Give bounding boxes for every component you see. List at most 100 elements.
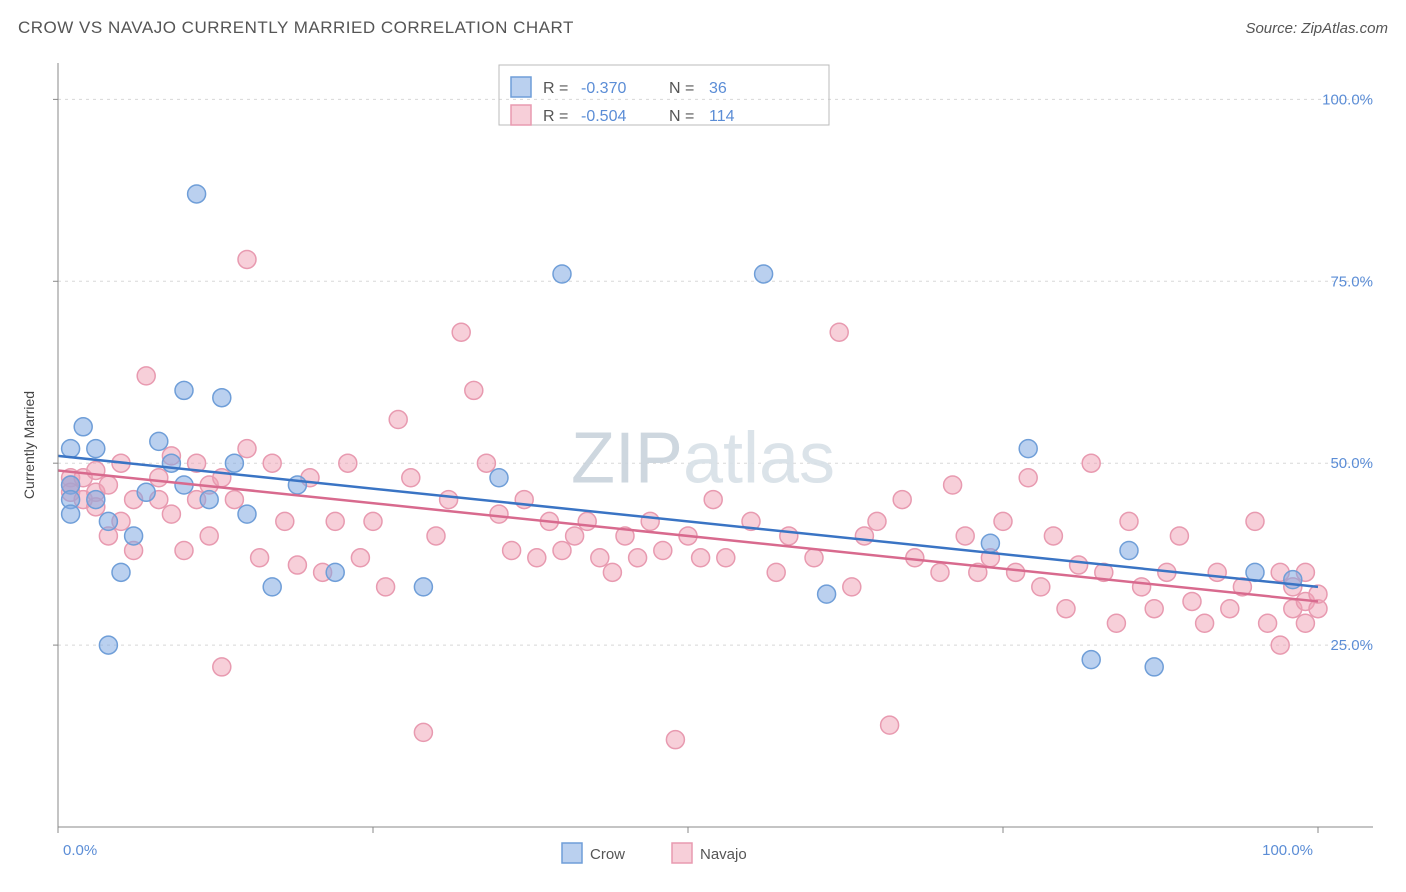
legend-r-label: R = bbox=[543, 80, 568, 97]
x-tick-label: 100.0% bbox=[1262, 842, 1313, 859]
data-point bbox=[717, 549, 735, 567]
legend-n-value: 114 bbox=[709, 108, 735, 125]
y-tick-label: 75.0% bbox=[1330, 273, 1373, 290]
data-point bbox=[1221, 600, 1239, 618]
data-point bbox=[213, 389, 231, 407]
data-point bbox=[150, 469, 168, 487]
data-point bbox=[767, 563, 785, 581]
data-point bbox=[162, 505, 180, 523]
data-point bbox=[591, 549, 609, 567]
data-point bbox=[868, 512, 886, 530]
data-point bbox=[200, 527, 218, 545]
data-point bbox=[1145, 658, 1163, 676]
y-axis-label: Currently Married bbox=[21, 391, 37, 499]
chart-area: 25.0%50.0%75.0%100.0%ZIPatlas0.0%100.0%C… bbox=[18, 55, 1388, 877]
legend-bottom-label: Navajo bbox=[700, 846, 747, 863]
data-point bbox=[74, 418, 92, 436]
x-tick-label: 0.0% bbox=[63, 842, 97, 859]
data-point bbox=[1271, 636, 1289, 654]
data-point bbox=[666, 731, 684, 749]
data-point bbox=[62, 505, 80, 523]
data-point bbox=[339, 454, 357, 472]
data-point bbox=[326, 563, 344, 581]
data-point bbox=[805, 549, 823, 567]
data-point bbox=[1145, 600, 1163, 618]
data-point bbox=[1107, 614, 1125, 632]
data-point bbox=[99, 636, 117, 654]
data-point bbox=[1044, 527, 1062, 545]
data-point bbox=[1259, 614, 1277, 632]
data-point bbox=[1208, 563, 1226, 581]
y-tick-label: 25.0% bbox=[1330, 637, 1373, 654]
data-point bbox=[603, 563, 621, 581]
data-point bbox=[1007, 563, 1025, 581]
data-point bbox=[855, 527, 873, 545]
data-point bbox=[893, 491, 911, 509]
data-point bbox=[377, 578, 395, 596]
data-point bbox=[112, 563, 130, 581]
data-point bbox=[1082, 651, 1100, 669]
legend-n-value: 36 bbox=[709, 80, 727, 97]
legend-r-value: -0.370 bbox=[581, 80, 626, 97]
data-point bbox=[99, 476, 117, 494]
data-point bbox=[238, 505, 256, 523]
data-point bbox=[125, 527, 143, 545]
data-point bbox=[1183, 592, 1201, 610]
data-point bbox=[150, 432, 168, 450]
data-point bbox=[1296, 614, 1314, 632]
data-point bbox=[477, 454, 495, 472]
data-point bbox=[755, 265, 773, 283]
data-point bbox=[1070, 556, 1088, 574]
data-point bbox=[1019, 469, 1037, 487]
data-point bbox=[414, 723, 432, 741]
data-point bbox=[263, 578, 281, 596]
watermark: ZIPatlas bbox=[571, 418, 835, 498]
data-point bbox=[213, 658, 231, 676]
data-point bbox=[263, 454, 281, 472]
data-point bbox=[931, 563, 949, 581]
data-point bbox=[1019, 440, 1037, 458]
y-tick-label: 50.0% bbox=[1330, 455, 1373, 472]
data-point bbox=[288, 556, 306, 574]
data-point bbox=[276, 512, 294, 530]
data-point bbox=[1196, 614, 1214, 632]
legend-bottom-swatch bbox=[562, 843, 582, 863]
data-point bbox=[704, 491, 722, 509]
data-point bbox=[780, 527, 798, 545]
data-point bbox=[440, 491, 458, 509]
data-point bbox=[402, 469, 420, 487]
data-point bbox=[490, 505, 508, 523]
data-point bbox=[427, 527, 445, 545]
data-point bbox=[1057, 600, 1075, 618]
data-point bbox=[1032, 578, 1050, 596]
legend-r-label: R = bbox=[543, 108, 568, 125]
data-point bbox=[389, 411, 407, 429]
data-point bbox=[1246, 512, 1264, 530]
data-point bbox=[641, 512, 659, 530]
data-point bbox=[1120, 512, 1138, 530]
data-point bbox=[364, 512, 382, 530]
data-point bbox=[452, 323, 470, 341]
data-point bbox=[238, 440, 256, 458]
data-point bbox=[553, 542, 571, 560]
data-point bbox=[994, 512, 1012, 530]
data-point bbox=[566, 527, 584, 545]
legend-swatch bbox=[511, 77, 531, 97]
legend-n-label: N = bbox=[669, 80, 694, 97]
data-point bbox=[87, 491, 105, 509]
data-point bbox=[188, 185, 206, 203]
data-point bbox=[465, 381, 483, 399]
data-point bbox=[881, 716, 899, 734]
data-point bbox=[137, 483, 155, 501]
data-point bbox=[629, 549, 647, 567]
data-point bbox=[225, 454, 243, 472]
data-point bbox=[99, 512, 117, 530]
data-point bbox=[692, 549, 710, 567]
data-point bbox=[175, 542, 193, 560]
data-point bbox=[981, 534, 999, 552]
data-point bbox=[1120, 542, 1138, 560]
data-point bbox=[200, 491, 218, 509]
data-point bbox=[288, 476, 306, 494]
source-label: Source: ZipAtlas.com bbox=[1245, 20, 1388, 37]
data-point bbox=[818, 585, 836, 603]
